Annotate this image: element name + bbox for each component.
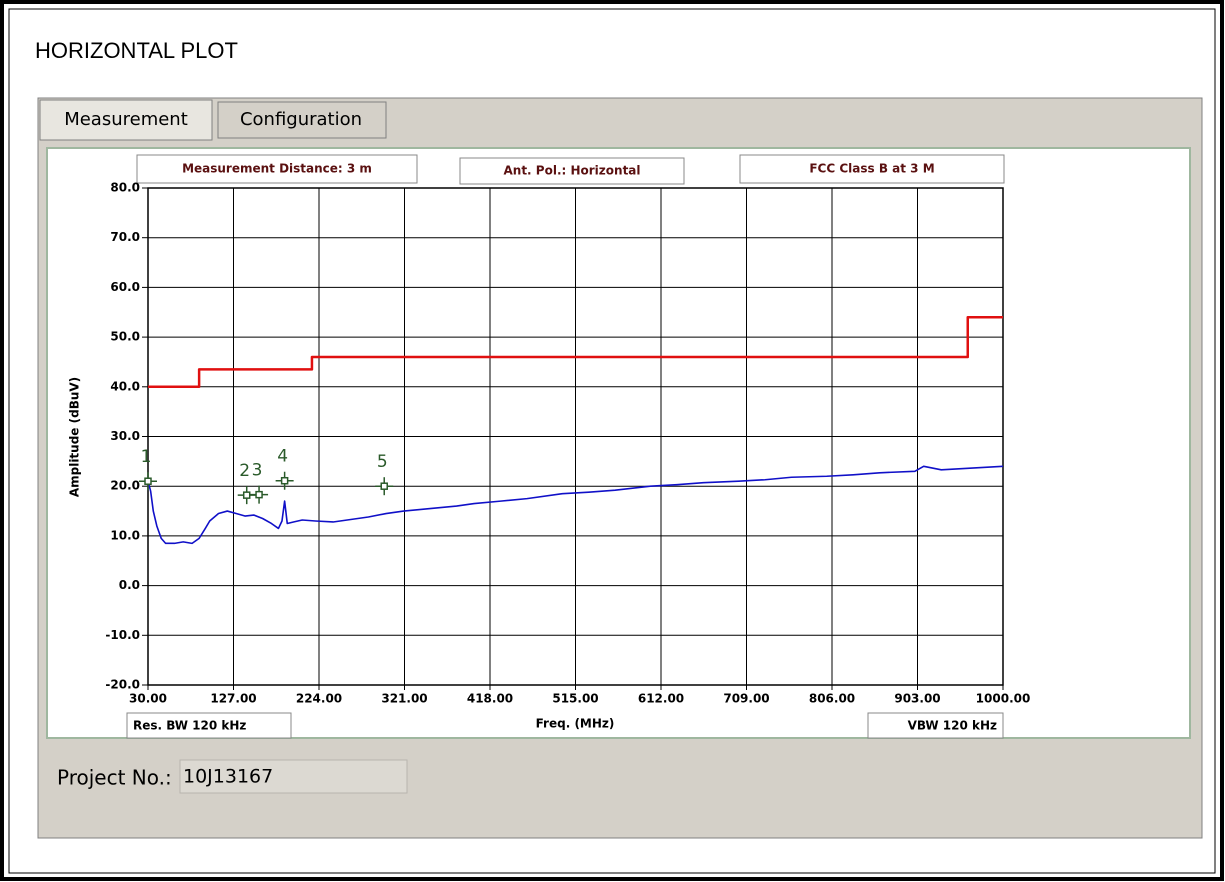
y-tick-label: -10.0 (105, 628, 140, 642)
project-value[interactable]: 10J13167 (183, 766, 273, 788)
marker-label: 2 (239, 461, 250, 481)
annotation: Ant. Pol.: Horizontal (503, 164, 640, 178)
x-tick-label: 709.00 (723, 692, 769, 706)
page-title: HORIZONTAL PLOT (35, 38, 238, 63)
project-field[interactable] (179, 759, 408, 794)
marker: 5 (375, 452, 394, 496)
y-tick-label: 30.0 (110, 429, 140, 443)
marker-point (380, 482, 388, 490)
x-tick-label: 321.00 (381, 692, 427, 706)
x-tick-label: 806.00 (809, 692, 855, 706)
x-tick-label: 903.00 (894, 692, 940, 706)
y-tick-label: 70.0 (110, 230, 140, 244)
tab-configuration[interactable] (217, 101, 387, 139)
annotation: FCC Class B at 3 M (809, 162, 934, 176)
marker: 4 (275, 447, 294, 490)
y-tick-label: 20.0 (110, 479, 140, 493)
marker-point (280, 476, 289, 485)
footer-box (126, 712, 292, 739)
y-tick-label: 80.0 (110, 181, 140, 195)
plot-panel (46, 147, 1191, 739)
marker: 1 (139, 447, 157, 491)
x-tick-label: 30.00 (129, 692, 167, 706)
annotation-box (136, 154, 418, 184)
limit-line (148, 315, 1003, 389)
x-tick-label: 224.00 (296, 692, 342, 706)
marker-label: 5 (377, 452, 388, 472)
footer-left: Res. BW 120 kHz (133, 719, 246, 733)
tab-measurement[interactable] (39, 99, 213, 141)
trace (147, 465, 1004, 545)
y-tick-label: 0.0 (119, 578, 140, 592)
y-tick-label: 40.0 (110, 379, 140, 393)
marker-point (144, 477, 152, 485)
project-label: Project No.: (57, 766, 172, 790)
tab-label[interactable]: Configuration (240, 109, 362, 130)
footer-right: VBW 120 kHz (908, 719, 997, 733)
footer-box (867, 712, 1004, 739)
x-tick-label: 418.00 (467, 692, 513, 706)
y-axis-label: Amplitude (dBuV) (68, 377, 82, 497)
annotation-box (739, 154, 1005, 184)
x-axis-label: Freq. (MHz) (536, 717, 615, 731)
marker-label: 3 (252, 461, 263, 481)
x-tick-label: 612.00 (638, 692, 684, 706)
plot: 80.0 70.0 60.0 50.0 40.0 30.0 20.0 10.0 0.0 -10.0… (105, 181, 1030, 706)
marker-point (242, 491, 251, 499)
x-tick-label: 515.00 (552, 692, 598, 706)
marker-label: 1 (141, 447, 152, 467)
marker: 3 (250, 461, 269, 504)
x-tick-label: 127.00 (210, 692, 256, 706)
annotation: Measurement Distance: 3 m (182, 162, 372, 176)
y-tick-label: 10.0 (110, 528, 140, 542)
x-tick-label: 1000.00 (976, 692, 1031, 706)
annotation-box (459, 157, 685, 185)
y-tick-label: -20.0 (105, 678, 140, 692)
y-tick-label: 50.0 (110, 330, 140, 344)
marker-label: 4 (277, 447, 288, 467)
y-tick-label: 60.0 (110, 280, 140, 294)
tab-label[interactable]: Measurement (64, 109, 188, 130)
inner-frame (8, 8, 1216, 874)
marker-point (255, 490, 263, 499)
plot-frame (147, 187, 1004, 686)
